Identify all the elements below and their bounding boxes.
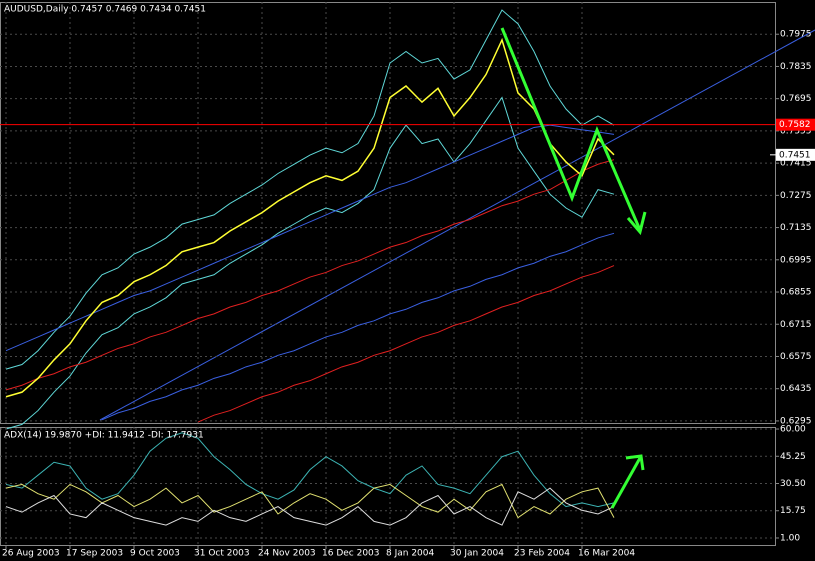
y-tick-label: 0.7275 [780,191,812,201]
x-tick-label: 8 Jan 2004 [386,549,434,559]
x-tick-label: 9 Oct 2003 [130,549,180,559]
series-line [5,96,615,430]
x-tick-label: 17 Sep 2003 [66,549,123,559]
y-tick-label: 0.7555 [780,126,812,136]
x-tick-label: 31 Oct 2003 [194,549,250,559]
y-tick-label: 0.6435 [780,384,812,394]
chart-title: AUDUSD,Daily 0.7457 0.7469 0.7434 0.7451 [4,5,206,15]
y-tick-label: 0.7415 [780,159,812,169]
x-tick-label: 23 Feb 2004 [514,549,570,559]
main-panel [0,2,776,424]
series-line [101,232,615,421]
x-tick-label: 26 Aug 2003 [2,549,60,559]
y-tick-label: 30.50 [780,479,806,489]
y-tick-label: 60.00 [780,425,806,435]
adx-panel [0,427,776,546]
series-line [5,159,615,391]
y-tick-label: 0.7835 [780,62,812,72]
y-tick-label: 0.6715 [780,320,812,330]
x-tick-label: 24 Nov 2003 [258,549,316,559]
trend-line [99,29,815,421]
series-line [5,432,615,508]
adx-arrow [610,457,642,509]
x-tick-label: 16 Dec 2003 [322,549,380,559]
y-tick-label: 0.6295 [780,416,812,426]
adx-title: ADX(14) 19.9870 +DI: 11.9412 -DI: 17.793… [4,431,204,441]
adx-arrow-head [625,454,645,471]
last-price-label: 0.7451 [779,150,811,160]
y-tick-label: 0.6995 [780,255,812,265]
x-tick-label: 30 Jan 2004 [450,549,504,559]
last-price-box [776,148,815,161]
annotation-arrows [500,27,647,509]
y-tick-label: 45.25 [780,452,806,462]
series-line [5,487,615,526]
y-tick-label: 15.75 [780,506,806,516]
y-tick-label: 1.00 [780,533,800,543]
y-tick-label: 0.7695 [780,94,812,104]
level-label: 0.7582 [779,120,811,130]
series-line [5,37,615,398]
series-line [5,9,615,370]
arrow-path [500,27,642,231]
y-tick-label: 0.6575 [780,352,812,362]
y-tick-label: 0.7975 [780,30,812,40]
series-line [5,483,615,519]
x-tick-label: 16 Mar 2004 [578,549,635,559]
level-label-box [776,118,815,131]
y-tick-label: 0.7135 [780,223,812,233]
series-line [197,265,615,423]
y-tick-label: 0.6855 [780,288,812,298]
series-line [5,124,615,352]
arrow-head [626,211,647,236]
